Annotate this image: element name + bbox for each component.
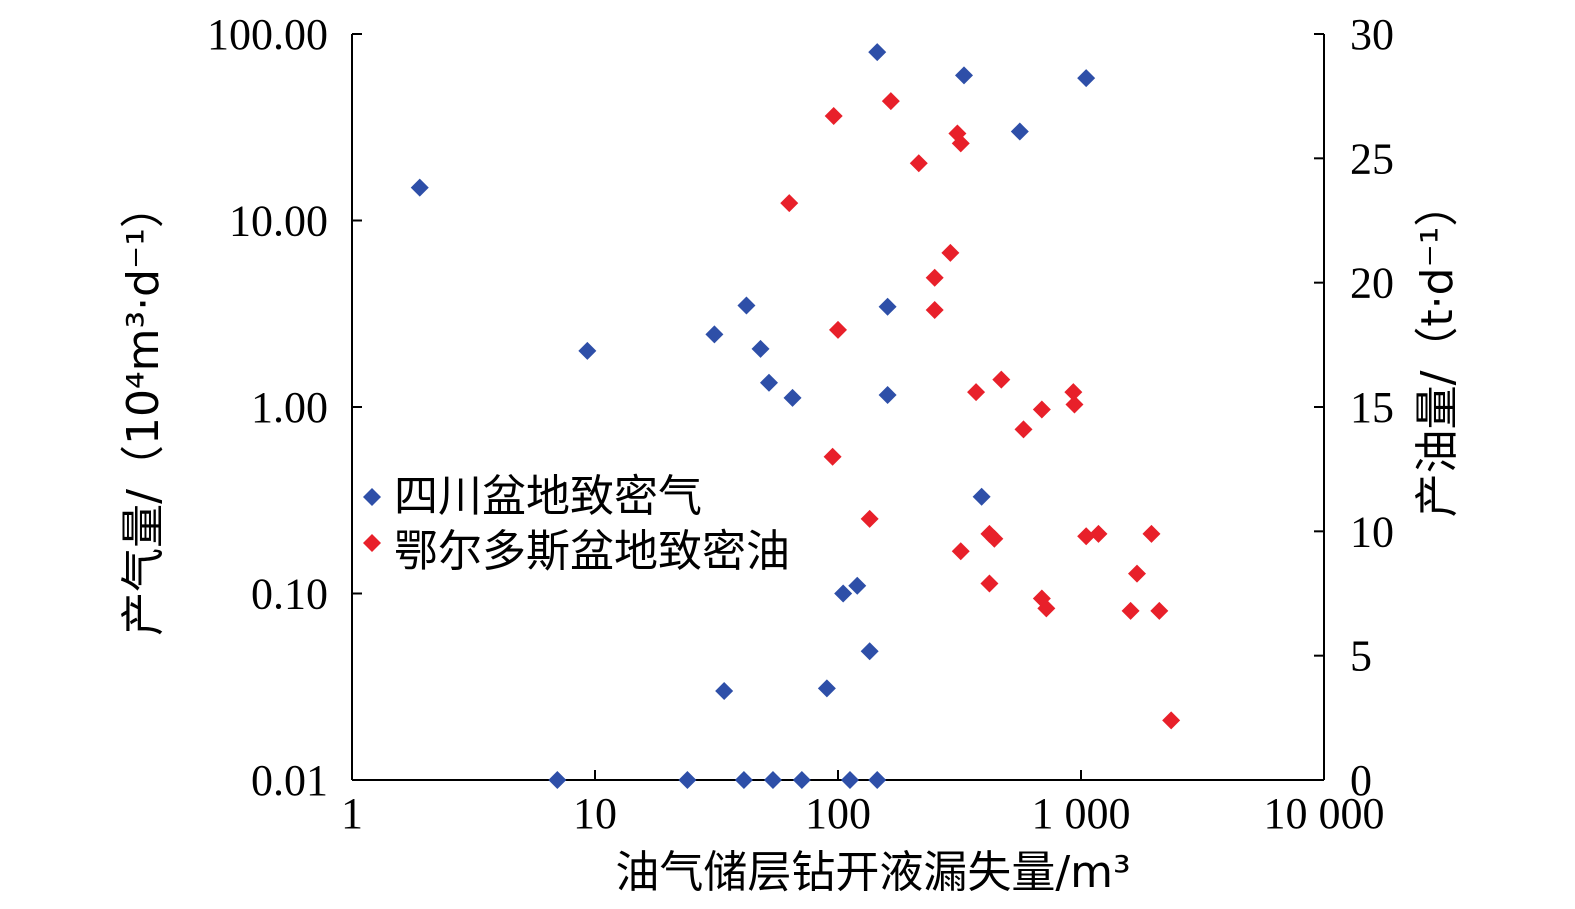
- legend-label-sichuan: 四川盆地致密气: [394, 471, 702, 522]
- legend-item-sichuan: 四川盆地致密气: [363, 471, 702, 522]
- data-point: [824, 107, 843, 126]
- legend-marker-sichuan: [363, 488, 381, 506]
- data-point: [878, 297, 897, 316]
- data-point: [954, 66, 973, 85]
- data-point: [985, 529, 1004, 548]
- right-y-tick-label: 5: [1350, 632, 1372, 681]
- right-y-tick-label: 10: [1350, 507, 1394, 556]
- data-point: [678, 771, 697, 789]
- x-axis-ticks: 1 10 100 1 000 10 000: [341, 770, 1385, 838]
- data-point: [1014, 420, 1033, 439]
- data-point: [951, 134, 970, 153]
- chart-axes: [351, 34, 1325, 781]
- data-point: [734, 771, 753, 789]
- data-point: [1077, 69, 1096, 88]
- data-point: [715, 682, 734, 701]
- data-point: [1032, 400, 1051, 419]
- data-point: [972, 487, 991, 506]
- data-point: [548, 771, 567, 789]
- data-point: [1037, 599, 1056, 618]
- data-point: [848, 576, 867, 595]
- data-point: [1089, 524, 1108, 543]
- data-point: [817, 679, 836, 698]
- x-tick-label: 10: [573, 789, 617, 838]
- data-point: [834, 584, 853, 603]
- x-tick-label: 1: [341, 789, 363, 838]
- data-point: [967, 383, 986, 402]
- data-point: [878, 385, 897, 404]
- data-point: [1064, 383, 1083, 402]
- left-y-tick-label: 100.00: [207, 10, 328, 59]
- left-y-tick-label: 0.01: [251, 756, 328, 805]
- data-point: [1162, 711, 1181, 730]
- data-point: [759, 373, 778, 392]
- data-point: [705, 325, 724, 344]
- data-point: [783, 388, 802, 407]
- data-point: [992, 370, 1011, 389]
- right-y-axis-title: 产油量/（t·d⁻¹）: [1412, 183, 1463, 518]
- data-point: [909, 154, 928, 173]
- data-point: [780, 194, 799, 213]
- data-point: [1150, 601, 1169, 620]
- x-tick-label: 1 000: [1032, 789, 1131, 838]
- data-point: [980, 574, 999, 593]
- data-point: [792, 771, 811, 789]
- data-point: [1121, 601, 1140, 620]
- data-point: [925, 301, 944, 320]
- data-point: [1010, 122, 1029, 141]
- x-tick-label: 100: [805, 789, 871, 838]
- data-point: [1077, 527, 1096, 546]
- data-point: [941, 243, 960, 262]
- right-y-tick-label: 20: [1350, 259, 1394, 308]
- data-point: [823, 447, 842, 466]
- legend-item-ordos: 鄂尔多斯盆地致密油: [363, 526, 790, 577]
- data-point: [860, 509, 879, 528]
- series-sichuan-points: [410, 43, 1096, 789]
- left-y-tick-label: 10.00: [229, 197, 328, 246]
- data-point: [829, 320, 847, 339]
- right-y-tick-label: 25: [1350, 134, 1394, 183]
- legend: 四川盆地致密气 鄂尔多斯盆地致密油: [363, 471, 790, 577]
- right-y-tick-label: 15: [1350, 383, 1394, 432]
- legend-label-ordos: 鄂尔多斯盆地致密油: [394, 526, 790, 577]
- x-axis-title: 油气储层钻开液漏失量/m³: [615, 847, 1130, 898]
- data-point: [1142, 524, 1161, 543]
- left-y-axis-ticks: 0.01 0.10 1.00 10.00 100.00: [207, 10, 362, 805]
- data-point: [1127, 564, 1146, 583]
- data-point: [951, 542, 970, 561]
- data-point: [410, 178, 429, 197]
- data-point: [751, 339, 770, 358]
- data-point: [763, 771, 782, 789]
- series-ordos-points: [780, 92, 1181, 730]
- right-y-axis-ticks: 0 5 10 15 20 25 30: [1314, 10, 1394, 805]
- data-point: [868, 43, 887, 62]
- right-y-tick-label: 0: [1350, 756, 1372, 805]
- x-tick-label: 10 000: [1264, 789, 1385, 838]
- data-point: [881, 92, 900, 111]
- legend-marker-ordos: [363, 534, 381, 552]
- right-y-tick-label: 30: [1350, 10, 1394, 59]
- left-y-tick-label: 0.10: [251, 570, 328, 619]
- data-point: [925, 268, 944, 287]
- left-y-tick-label: 1.00: [251, 383, 328, 432]
- data-point: [840, 771, 859, 789]
- data-point: [868, 771, 887, 789]
- data-point: [860, 642, 879, 661]
- data-point: [1065, 395, 1084, 414]
- data-point: [737, 296, 756, 315]
- left-y-axis-title: 产气量/（10⁴m³·d⁻¹）: [118, 184, 169, 636]
- data-point: [578, 341, 597, 360]
